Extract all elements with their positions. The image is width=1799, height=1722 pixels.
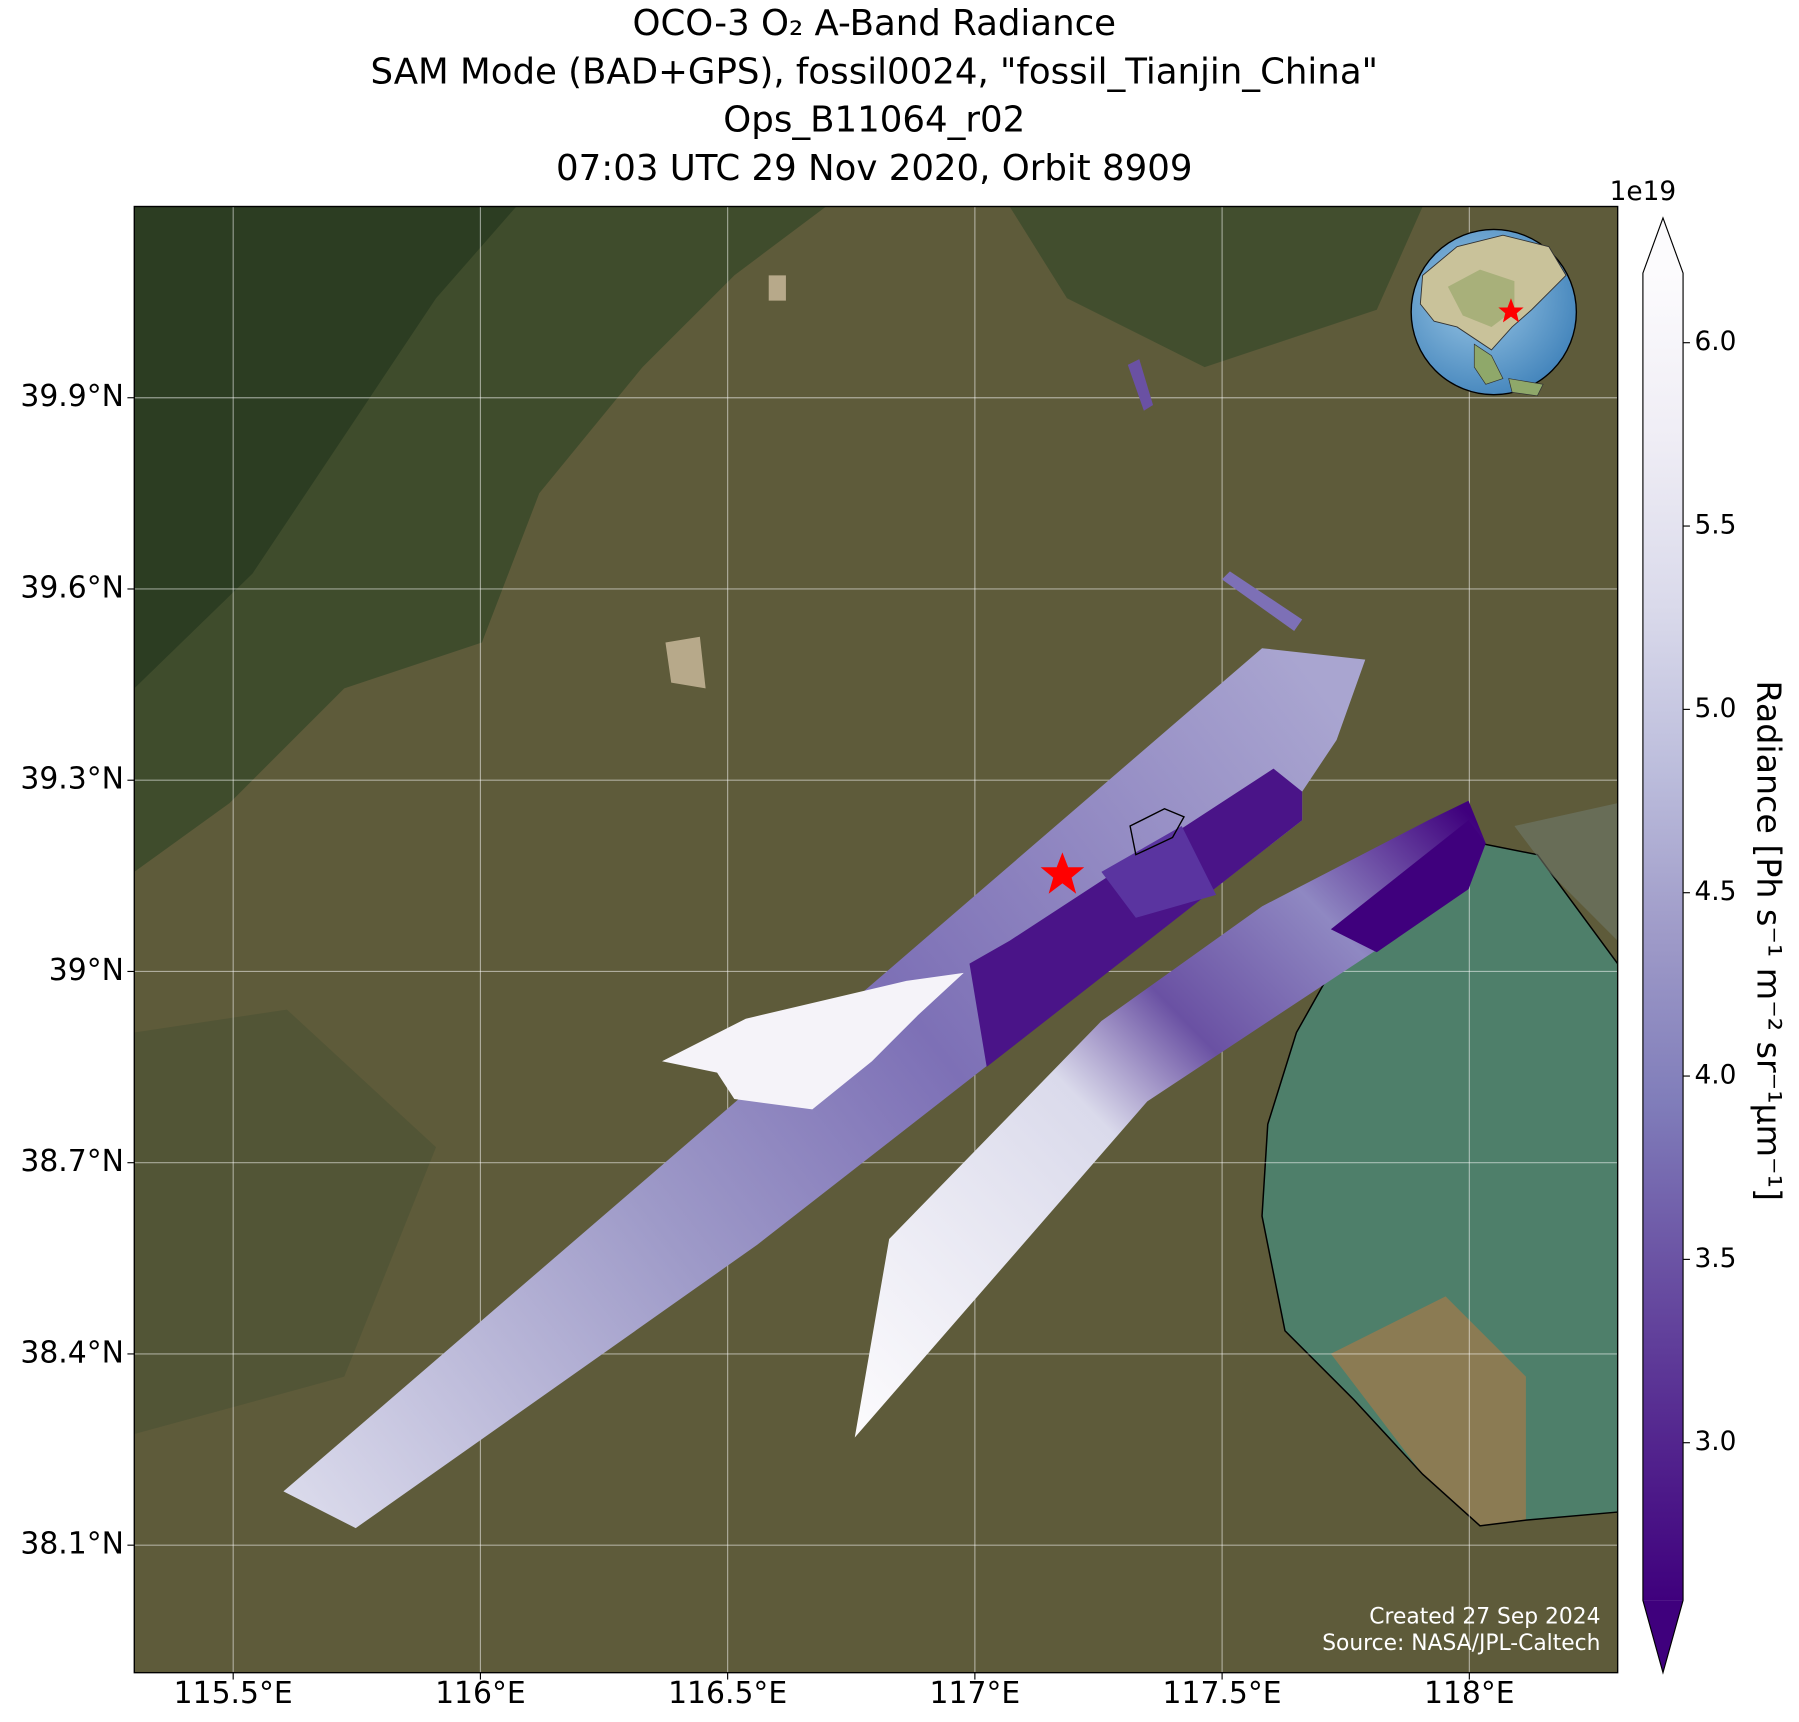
y-tick-label: 39°N [49,953,124,988]
x-tick-label: 117.5°E [1163,1676,1282,1711]
x-tick-label: 117°E [930,1676,1021,1711]
credit-created: Created 27 Sep 2024 [1369,1605,1600,1630]
colorbar-extend-high [1642,217,1684,274]
map-frame [133,205,1619,1674]
x-tick-label: 116.5°E [668,1676,787,1711]
colorbar-tick-label: 6.0 [1695,327,1737,357]
x-tick-label: 118°E [1424,1676,1515,1711]
colorbar-tick-label: 3.0 [1695,1427,1737,1457]
colorbar-outline [1642,216,1684,1675]
y-tick-label: 39.6°N [20,570,124,605]
colorbar-extend-low [1642,1600,1684,1673]
colorbar-label: Radiance [Ph s⁻¹ m⁻² sr⁻¹μm⁻¹] [1749,681,1788,1201]
credit-source: Source: NASA/JPL-Caltech [1322,1631,1600,1656]
title-line: Ops_B11064_r02 [723,100,1025,141]
colorbar [1642,273,1684,1601]
y-tick-label: 38.1°N [20,1527,124,1562]
x-tick-label: 116°E [435,1676,526,1711]
globe-inset [1410,228,1578,397]
colorbar-tick-label: 4.0 [1695,1061,1737,1091]
title-line: OCO-3 O₂ A-Band Radiance [632,3,1116,44]
x-tick-label: 115.5°E [174,1676,293,1711]
colorbar-tick-label: 5.0 [1695,694,1737,724]
title-line: SAM Mode (BAD+GPS), fossil0024, "fossil_… [371,51,1378,92]
y-tick-label: 38.7°N [20,1144,124,1179]
y-tick-label: 39.3°N [20,762,124,797]
colorbar-tick-label: 3.5 [1695,1244,1737,1274]
title-line: 07:03 UTC 29 Nov 2020, Orbit 8909 [556,148,1193,189]
y-tick-label: 39.9°N [20,379,124,414]
colorbar-tick-label: 5.5 [1695,511,1737,541]
colorbar-multiplier: 1e19 [1610,177,1677,207]
y-tick-label: 38.4°N [20,1335,124,1370]
swaths [283,359,1486,1529]
colorbar-tick-label: 4.5 [1695,877,1737,907]
